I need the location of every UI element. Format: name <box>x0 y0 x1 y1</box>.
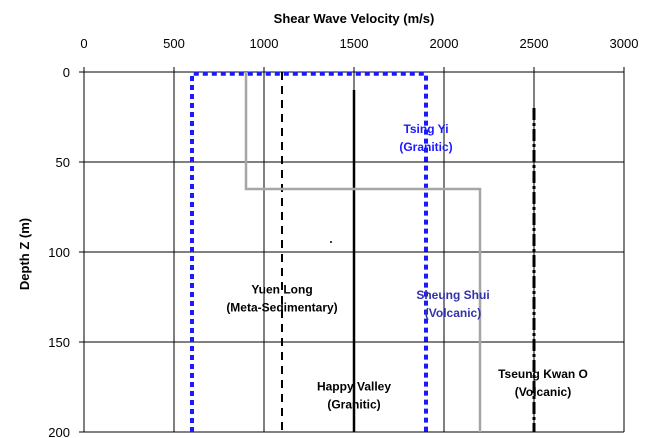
x-tick-label: 2500 <box>520 36 549 51</box>
annotation-1-line-0: Yuen Long <box>251 282 312 296</box>
x-tick-label: 500 <box>163 36 185 51</box>
y-tick-label: 200 <box>48 425 70 438</box>
series-line-3 <box>244 72 482 432</box>
y-tick-label: 150 <box>48 335 70 350</box>
annotation-3-line-0: Tseung Kwan O <box>498 367 588 381</box>
y-tick-labels: 0 50 100 150 200 <box>48 65 70 438</box>
y-tick-label: 0 <box>63 65 70 80</box>
x-axis-title: Shear Wave Velocity (m/s) <box>274 11 435 26</box>
x-tick-label: 2000 <box>430 36 459 51</box>
series-lines <box>190 71 536 432</box>
annotation-1-line-1: (Meta-Sedimentary) <box>226 300 337 314</box>
annotation-2-line-1: (Volcanic) <box>425 306 481 320</box>
x-tick-label: 1000 <box>250 36 279 51</box>
series-line-2 <box>190 71 428 432</box>
annotation-3-line-1: (Volcanic) <box>515 385 571 399</box>
y-tick-label: 100 <box>48 245 70 260</box>
annotation-4-line-1: (Granitic) <box>327 398 380 412</box>
annotation-4-line-0: Happy Valley <box>317 380 391 394</box>
y-tick-label: 50 <box>56 155 70 170</box>
y-axis-title: Depth Z (m) <box>17 218 32 290</box>
annotations: Tsing Yi (Granitic) Yuen Long (Meta-Sedimen… <box>226 122 588 411</box>
annotation-0-line-0: Tsing Yi <box>403 122 448 136</box>
stray-dot <box>330 241 332 243</box>
annotation-2-line-0: Sheung Shui <box>416 288 489 302</box>
annotation-0-line-1: (Granitic) <box>399 140 452 154</box>
x-tick-label: 1500 <box>340 36 369 51</box>
x-tick-labels: 0 500 1000 1500 2000 2500 3000 <box>80 36 638 51</box>
x-tick-label: 0 <box>80 36 87 51</box>
x-tick-label: 3000 <box>610 36 639 51</box>
